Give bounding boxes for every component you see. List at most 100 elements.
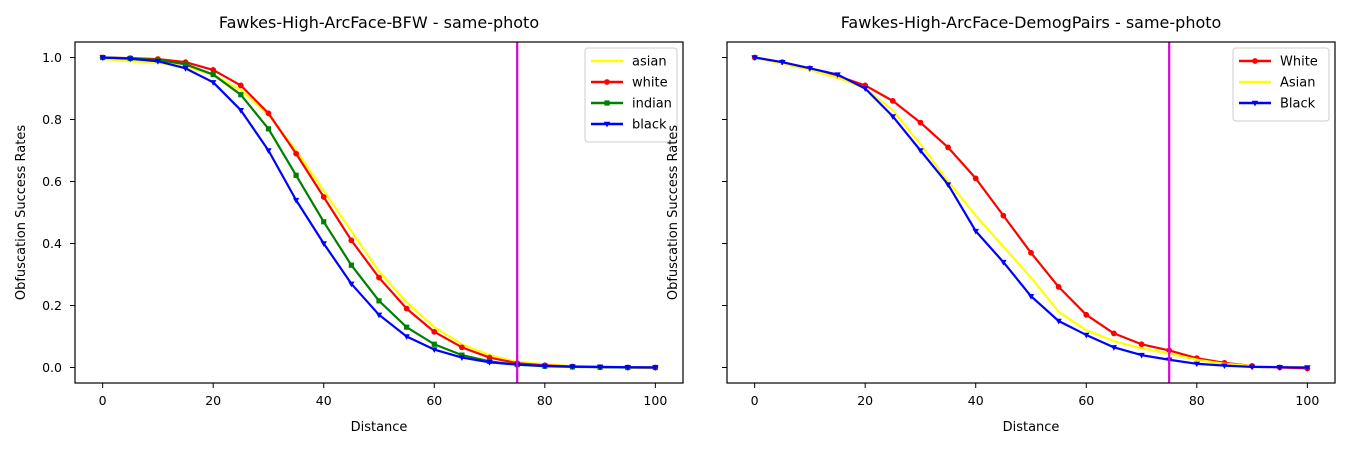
legend-label: white	[632, 76, 668, 91]
data-point	[182, 61, 189, 67]
data-point	[779, 59, 786, 66]
data-point	[751, 55, 758, 61]
data-point	[237, 108, 245, 114]
data-point	[1027, 294, 1035, 300]
y-axis-label: Obfuscation Success Rates	[14, 125, 29, 300]
x-tick-label: 100	[643, 393, 667, 408]
axes-frame	[726, 41, 1336, 384]
data-point	[1083, 332, 1090, 339]
legend: White Asian Black	[1232, 47, 1330, 122]
legend-marker	[1252, 58, 1258, 64]
data-point	[321, 219, 327, 225]
series-black	[751, 55, 1311, 371]
data-point	[917, 119, 924, 126]
data-point	[376, 298, 382, 304]
data-point	[486, 360, 493, 366]
y-tick-label: 1.0	[42, 50, 62, 65]
plot-area	[99, 54, 659, 371]
legend-marker	[1251, 100, 1259, 107]
data-point	[1248, 364, 1256, 371]
data-point	[1111, 330, 1117, 337]
data-point	[889, 98, 896, 104]
plot-area	[751, 54, 1311, 372]
x-tick-label: 40	[316, 393, 332, 408]
legend-entry: Asian	[1239, 76, 1315, 91]
series-line	[102, 57, 656, 370]
data-point	[1028, 249, 1034, 256]
data-point	[320, 194, 327, 200]
data-point	[293, 172, 299, 178]
data-point	[292, 197, 300, 204]
data-point	[596, 364, 604, 371]
x-tick-label: 0	[751, 393, 759, 408]
data-point	[348, 281, 355, 288]
data-point	[1221, 363, 1228, 370]
data-point	[154, 59, 162, 65]
data-point	[834, 72, 841, 78]
series-asian	[754, 56, 1308, 369]
data-point	[652, 365, 659, 371]
data-point	[624, 364, 631, 371]
x-tick-label: 0	[99, 393, 107, 408]
data-point	[459, 344, 465, 351]
data-point	[1000, 212, 1007, 219]
chart-panel-1: Fawkes-High-ArcFace-BFW - same-photo Dist…	[14, 13, 684, 435]
data-point	[404, 324, 410, 330]
x-tick-label: 60	[426, 393, 442, 408]
legend-entry: white	[591, 76, 668, 91]
data-point	[99, 55, 106, 61]
series-white	[751, 54, 1311, 372]
legend-marker	[604, 100, 610, 106]
x-tick-label: 80	[537, 393, 553, 408]
series-indian	[100, 54, 658, 371]
y-tick-label: 0.4	[42, 236, 62, 251]
legend-label: Black	[1280, 97, 1316, 112]
series-line	[102, 56, 656, 369]
legend-label: Asian	[1280, 76, 1315, 91]
data-point	[1138, 341, 1145, 348]
legend-entry: black	[591, 118, 667, 133]
data-point	[861, 86, 869, 92]
series-white	[99, 54, 659, 371]
data-point	[541, 363, 549, 370]
data-point	[431, 328, 438, 335]
x-tick-label: 80	[1189, 393, 1205, 408]
data-point	[431, 341, 437, 347]
data-point	[458, 355, 466, 361]
legend-label: indian	[632, 97, 672, 112]
legend-marker	[603, 121, 611, 128]
data-point	[182, 66, 189, 72]
data-point	[972, 175, 979, 182]
series-asian	[102, 57, 656, 370]
series-line	[102, 56, 656, 369]
data-point	[945, 144, 951, 151]
x-tick-label: 60	[1078, 393, 1094, 408]
chart-title: Fawkes-High-ArcFace-BFW - same-photo	[219, 13, 539, 32]
legend-box	[584, 47, 678, 143]
y-tick-label: 0.0	[42, 360, 62, 375]
series-line	[102, 56, 656, 369]
x-tick-label: 100	[1295, 393, 1319, 408]
data-point	[238, 92, 244, 98]
data-point	[431, 347, 438, 353]
data-point	[210, 67, 217, 73]
axes-frame	[74, 41, 684, 384]
chart-title: Fawkes-High-ArcFace-DemogPairs - same-ph…	[841, 13, 1222, 32]
data-point	[348, 262, 354, 268]
data-point	[265, 148, 272, 154]
y-tick-label: 0.8	[42, 112, 62, 127]
data-point	[569, 364, 576, 370]
data-point	[1276, 364, 1283, 371]
data-point	[376, 274, 382, 281]
data-point	[210, 71, 216, 78]
series-line	[754, 56, 1308, 369]
data-point	[944, 182, 952, 188]
legend-label: White	[1280, 55, 1318, 70]
data-point	[1000, 259, 1007, 266]
series-black	[99, 55, 659, 371]
data-point	[917, 148, 924, 154]
data-point	[1055, 318, 1062, 325]
data-point	[1193, 361, 1201, 368]
data-point	[293, 150, 299, 157]
legend-entry: White	[1239, 55, 1318, 70]
